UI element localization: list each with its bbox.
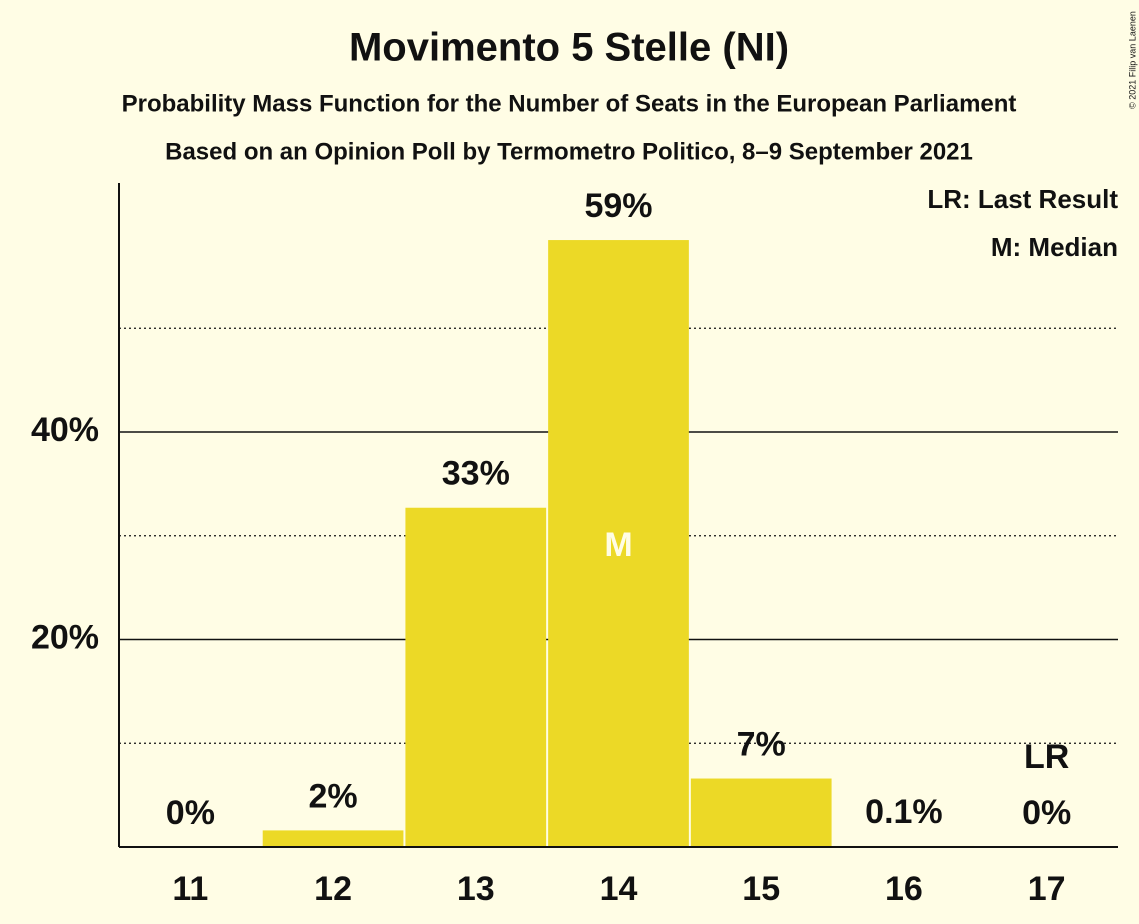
bar bbox=[262, 830, 404, 847]
bar bbox=[690, 778, 832, 847]
bar bbox=[405, 507, 547, 847]
bar bbox=[548, 240, 689, 847]
credit: © 2021 Filip van Laenen bbox=[1127, 11, 1137, 109]
value-label: 0% bbox=[1022, 794, 1071, 832]
value-label: 0.1% bbox=[865, 793, 943, 831]
x-tick-label: 16 bbox=[885, 870, 923, 908]
last-result-marker: LR bbox=[1024, 738, 1069, 776]
value-label: 7% bbox=[737, 726, 786, 764]
chart-subtitle: Based on an Opinion Poll by Termometro P… bbox=[165, 138, 973, 165]
x-tick-label: 15 bbox=[742, 870, 780, 908]
legend-entry: M: Median bbox=[991, 232, 1118, 262]
value-label: 2% bbox=[309, 777, 358, 815]
x-tick-label: 11 bbox=[172, 870, 208, 908]
x-tick-label: 14 bbox=[600, 870, 638, 908]
median-marker: M bbox=[604, 526, 632, 564]
chart-title: Movimento 5 Stelle (NI) bbox=[349, 26, 789, 70]
x-tick-label: 12 bbox=[314, 870, 352, 908]
y-tick-label: 40% bbox=[31, 411, 99, 449]
value-label: 59% bbox=[584, 187, 652, 225]
x-tick-label: 13 bbox=[457, 870, 495, 908]
y-tick-label: 20% bbox=[31, 618, 99, 656]
value-label: 0% bbox=[166, 794, 215, 832]
value-label: 33% bbox=[442, 455, 510, 493]
legend-entry: LR: Last Result bbox=[927, 184, 1118, 214]
chart-subtitle: Probability Mass Function for the Number… bbox=[122, 90, 1017, 117]
x-tick-label: 17 bbox=[1028, 870, 1066, 908]
